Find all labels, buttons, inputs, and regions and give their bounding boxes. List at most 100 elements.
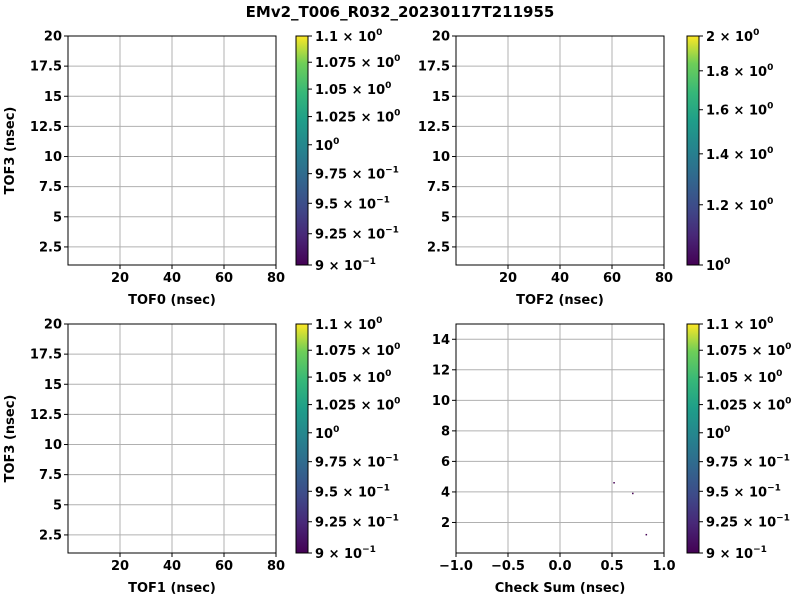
- y-tick-label: 7.5: [39, 468, 62, 483]
- panel-2: 20 40 60 80 2.5 5 7.5 10 12.5 15 17.5 20 TOF2 (nsec)…: [418, 28, 773, 308]
- colorbar-tick-label: 1.2 × 100: [706, 197, 773, 214]
- y-tick-label: 2.5: [39, 240, 62, 255]
- y-tick-label: 7.5: [39, 180, 62, 195]
- y-tick-label: 15: [44, 90, 62, 105]
- x-axis-label: Check Sum (nsec): [495, 581, 626, 596]
- colorbar-tick-label: 9.5 × 10−1: [315, 483, 390, 500]
- y-tick-label: 20: [44, 318, 62, 333]
- colorbar-tick-label: 100: [315, 425, 339, 442]
- colorbar: [295, 323, 309, 554]
- x-tick-label: 0.5: [600, 559, 623, 574]
- y-tick-label: 20: [432, 30, 450, 45]
- x-tick-label: 60: [215, 271, 233, 286]
- colorbar: [686, 35, 700, 266]
- x-tick-label: 40: [551, 271, 569, 286]
- colorbar-tick-label: 1.05 × 100: [315, 369, 391, 386]
- x-tick-label: 40: [163, 271, 181, 286]
- x-tick-label: 20: [111, 559, 129, 574]
- y-tick-label: 17.5: [418, 60, 450, 75]
- colorbar-tick-label: 9.5 × 10−1: [315, 195, 390, 212]
- colorbar-tick-label: 1.4 × 100: [706, 146, 773, 163]
- x-axis-label: TOF0 (nsec): [128, 293, 216, 308]
- y-tick-label: 7.5: [427, 180, 450, 195]
- colorbar-tick-label: 1.075 × 100: [706, 342, 791, 359]
- y-tick-label: 15: [432, 90, 450, 105]
- x-tick-label: 80: [267, 559, 285, 574]
- y-tick-label: 15: [44, 378, 62, 393]
- y-axis-label: TOF3 (nsec): [3, 107, 18, 195]
- colorbar-tick-label: 2 × 100: [706, 28, 759, 45]
- y-tick-label: 12.5: [418, 120, 450, 135]
- colorbar-tick-label: 1.1 × 100: [315, 316, 382, 333]
- panel-3: 20 40 60 80 2.5 5 7.5 10 12.5 15 17.5 20 TOF1 (nsec)…: [3, 316, 400, 596]
- y-tick-label: 4: [441, 485, 450, 500]
- y-axis-label: TOF3 (nsec): [3, 395, 18, 483]
- y-tick-label: 20: [44, 30, 62, 45]
- x-tick-label: 1.0: [652, 559, 675, 574]
- colorbar-tick-label: 1.025 × 100: [315, 397, 400, 414]
- colorbar-tick-label: 1.075 × 100: [315, 342, 400, 359]
- panel-4: −1.0 −0.5 0.0 0.5 1.0 2 4 6 8 10 12 14 Check Sum (ns…: [432, 316, 792, 596]
- colorbar-tick-label: 9.25 × 10−1: [706, 514, 790, 531]
- x-tick-label: 20: [499, 271, 517, 286]
- colorbar-tick-label: 1.6 × 100: [706, 102, 773, 119]
- x-tick-label: 40: [163, 559, 181, 574]
- data-cell: [632, 492, 634, 495]
- colorbar-tick-label: 1.05 × 100: [315, 81, 391, 98]
- x-tick-label: −0.5: [491, 559, 525, 574]
- colorbar-tick-label: 1.1 × 100: [706, 316, 773, 333]
- colorbar-tick-label: 9.75 × 10−1: [315, 454, 399, 471]
- y-tick-label: 5: [53, 498, 62, 513]
- colorbar-tick-label: 1.025 × 100: [706, 397, 791, 414]
- data-cell: [645, 533, 648, 536]
- x-axis-label: TOF2 (nsec): [516, 293, 604, 308]
- data-cell: [613, 482, 615, 484]
- y-tick-label: 2: [441, 516, 450, 531]
- colorbar: [686, 323, 700, 554]
- x-tick-label: 20: [111, 271, 129, 286]
- colorbar-tick-label: 9 × 10−1: [706, 545, 767, 562]
- y-tick-label: 10: [432, 150, 450, 165]
- figure-title: EMv2_T006_R032_20230117T211955: [246, 3, 555, 21]
- x-tick-label: −1.0: [439, 559, 473, 574]
- colorbar-tick-label: 100: [315, 137, 339, 154]
- y-tick-label: 12: [432, 363, 450, 378]
- x-tick-label: 80: [267, 271, 285, 286]
- colorbar-tick-label: 9 × 10−1: [315, 545, 376, 562]
- y-tick-label: 17.5: [30, 60, 62, 75]
- y-tick-label: 12.5: [30, 120, 62, 135]
- y-tick-label: 10: [44, 150, 62, 165]
- colorbar-tick-label: 9.75 × 10−1: [706, 454, 790, 471]
- colorbar-tick-label: 9.25 × 10−1: [315, 514, 399, 531]
- colorbar-tick-label: 1.8 × 100: [706, 63, 773, 80]
- y-tick-label: 2.5: [39, 528, 62, 543]
- panel-1: 20 40 60 80 2.5 5 7.5 10 12.5 15 17.5 20 TOF0 (nsec)…: [3, 28, 400, 308]
- colorbar-tick-label: 100: [706, 257, 730, 274]
- colorbar-tick-label: 1.025 × 100: [315, 109, 400, 126]
- colorbar-tick-label: 9.25 × 10−1: [315, 226, 399, 243]
- y-tick-label: 14: [432, 333, 450, 348]
- x-tick-label: 80: [655, 271, 673, 286]
- colorbar-tick-label: 1.05 × 100: [706, 369, 782, 386]
- colorbar-tick-label: 9 × 10−1: [315, 257, 376, 274]
- x-tick-label: 60: [603, 271, 621, 286]
- y-tick-label: 2.5: [427, 240, 450, 255]
- y-tick-label: 10: [432, 394, 450, 409]
- y-tick-label: 6: [441, 455, 450, 470]
- y-tick-label: 5: [441, 210, 450, 225]
- y-tick-label: 12.5: [30, 408, 62, 423]
- colorbar: [295, 35, 309, 266]
- colorbar-tick-label: 9.5 × 10−1: [706, 483, 781, 500]
- colorbar-tick-label: 1.075 × 100: [315, 54, 400, 71]
- y-tick-label: 5: [53, 210, 62, 225]
- x-tick-label: 60: [215, 559, 233, 574]
- x-tick-label: 0.0: [548, 559, 571, 574]
- x-axis-label: TOF1 (nsec): [128, 581, 216, 596]
- y-tick-label: 10: [44, 438, 62, 453]
- colorbar-tick-label: 100: [706, 425, 730, 442]
- colorbar-tick-label: 1.1 × 100: [315, 28, 382, 45]
- colorbar-tick-label: 9.75 × 10−1: [315, 166, 399, 183]
- y-tick-label: 8: [441, 424, 450, 439]
- y-tick-label: 17.5: [30, 348, 62, 363]
